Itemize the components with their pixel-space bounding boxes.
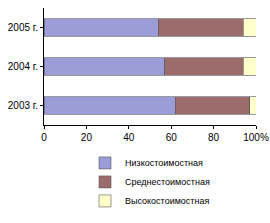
svg-text:100%: 100% bbox=[243, 132, 269, 143]
svg-text:Низкостоимостная: Низкостоимостная bbox=[125, 158, 203, 168]
svg-text:Высокостоимостная: Высокостоимостная bbox=[125, 196, 209, 206]
svg-text:60: 60 bbox=[166, 132, 178, 143]
svg-text:2003 г.: 2003 г. bbox=[8, 100, 38, 111]
svg-text:80: 80 bbox=[208, 132, 220, 143]
svg-text:0: 0 bbox=[41, 132, 47, 143]
svg-text:40: 40 bbox=[123, 132, 135, 143]
svg-text:2004 г.: 2004 г. bbox=[8, 61, 38, 72]
svg-text:20: 20 bbox=[81, 132, 93, 143]
svg-text:Среднестоимостная: Среднестоимостная bbox=[125, 177, 210, 187]
svg-text:2005 г.: 2005 г. bbox=[8, 22, 38, 33]
